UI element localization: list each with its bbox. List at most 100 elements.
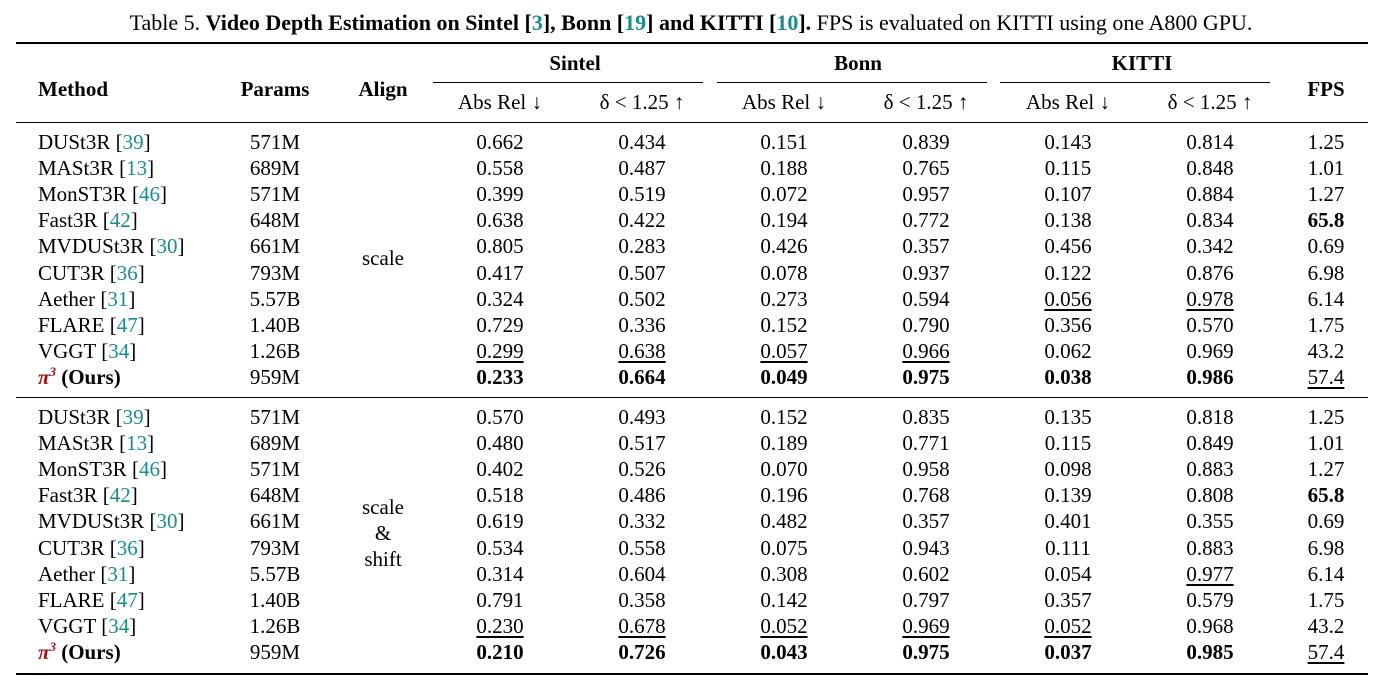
value-cell: 0.189 bbox=[760, 431, 808, 456]
table-row-method: CUT3R [36] bbox=[38, 535, 145, 560]
value-cell: 0.332 bbox=[618, 509, 666, 534]
value-cell: 0.194 bbox=[760, 208, 808, 233]
value-cell: 65.8 bbox=[1307, 208, 1345, 233]
value-cell: 0.768 bbox=[902, 483, 950, 508]
value-cell: 0.558 bbox=[476, 156, 524, 181]
pi3-superscript: 3 bbox=[49, 638, 56, 654]
citation-link[interactable]: 19 bbox=[624, 10, 647, 35]
value-cell: 0.834 bbox=[1186, 208, 1234, 233]
citation-link[interactable]: 30 bbox=[156, 509, 178, 534]
header-params: Params bbox=[240, 77, 310, 101]
value-cell: 0.135 bbox=[1044, 405, 1092, 429]
value-cell: 0.835 bbox=[902, 405, 950, 429]
table-row-method: Aether [31] bbox=[38, 561, 136, 586]
value-cell: 0.507 bbox=[618, 260, 666, 285]
value-cell: 0.791 bbox=[476, 587, 524, 612]
header-abs-rel: Abs Rel ↓ bbox=[458, 90, 542, 114]
value-cell: 0.558 bbox=[618, 535, 666, 560]
caption-title-a: Video Depth Estimation on Sintel [ bbox=[205, 10, 532, 35]
citation-link[interactable]: 34 bbox=[108, 613, 130, 638]
ours-label: (Ours) bbox=[55, 639, 121, 664]
value-cell: 0.493 bbox=[618, 405, 666, 429]
value-cell: 0.771 bbox=[902, 431, 950, 456]
citation-link[interactable]: 34 bbox=[108, 338, 130, 363]
method-name: Fast3R bbox=[38, 208, 103, 233]
header-align: Align bbox=[358, 77, 408, 101]
value-cell: 0.299 bbox=[476, 338, 524, 363]
method-name: DUSt3R bbox=[38, 130, 116, 154]
citation-link[interactable]: 42 bbox=[109, 208, 131, 233]
caption-title-c: ] and KITTI [ bbox=[646, 10, 777, 35]
table-row-method: MASt3R [13] bbox=[38, 156, 155, 181]
value-cell: 0.054 bbox=[1044, 561, 1092, 586]
value-cell: 0.434 bbox=[618, 130, 666, 154]
table-row-method: MASt3R [13] bbox=[38, 431, 155, 456]
value-cell: 0.790 bbox=[902, 312, 950, 337]
value-cell: 0.143 bbox=[1044, 130, 1092, 154]
table-row-method: MVDUSt3R [30] bbox=[38, 234, 185, 259]
value-cell: 1.27 bbox=[1307, 457, 1345, 482]
citation-link[interactable]: 46 bbox=[138, 182, 160, 207]
citation-link[interactable]: 31 bbox=[107, 286, 129, 311]
value-cell: 0.579 bbox=[1186, 587, 1234, 612]
citation-link[interactable]: 13 bbox=[126, 431, 148, 456]
citation-link[interactable]: 3 bbox=[531, 10, 543, 35]
table-row-method: VGGT [34] bbox=[38, 613, 137, 638]
value-cell: 0.966 bbox=[902, 338, 950, 363]
citation-link[interactable]: 46 bbox=[138, 457, 160, 482]
citation-link[interactable]: 30 bbox=[156, 234, 178, 259]
value-cell: 0.839 bbox=[902, 130, 950, 154]
citation-link[interactable]: 31 bbox=[107, 561, 129, 586]
value-cell: 0.107 bbox=[1044, 182, 1092, 207]
value-cell: 0.138 bbox=[1044, 208, 1092, 233]
citation-link[interactable]: 10 bbox=[776, 10, 799, 35]
value-cell: 0.808 bbox=[1186, 483, 1234, 508]
value-cell: 0.594 bbox=[902, 286, 950, 311]
value-cell: 6.14 bbox=[1307, 286, 1345, 311]
header-abs-rel: Abs Rel ↓ bbox=[1026, 90, 1110, 114]
value-cell: 0.401 bbox=[1044, 509, 1092, 534]
citation-link[interactable]: 39 bbox=[122, 130, 144, 154]
citation-link[interactable]: 47 bbox=[116, 587, 138, 612]
header-rule bbox=[16, 122, 1368, 123]
value-cell: 1.25 bbox=[1307, 405, 1345, 429]
citation-link[interactable]: 39 bbox=[122, 405, 144, 429]
value-cell: 0.417 bbox=[476, 260, 524, 285]
value-cell: 0.342 bbox=[1186, 234, 1234, 259]
value-cell: 0.937 bbox=[902, 260, 950, 285]
value-cell: 0.142 bbox=[760, 587, 808, 612]
value-cell: 0.038 bbox=[1044, 364, 1092, 389]
caption-prefix: Table 5. bbox=[129, 10, 206, 35]
value-cell: 0.662 bbox=[476, 130, 524, 154]
value-cell: 1.25 bbox=[1307, 130, 1345, 154]
citation-link[interactable]: 36 bbox=[116, 260, 138, 285]
value-cell: 0.111 bbox=[1045, 535, 1091, 560]
align-label: shift bbox=[364, 546, 402, 571]
value-cell: 0.072 bbox=[760, 182, 808, 207]
citation-link[interactable]: 47 bbox=[116, 312, 138, 337]
value-cell: 0.604 bbox=[618, 561, 666, 586]
table-caption: Table 5. Video Depth Estimation on Sinte… bbox=[0, 8, 1382, 38]
value-cell: 0.480 bbox=[476, 431, 524, 456]
value-cell: 0.570 bbox=[1186, 312, 1234, 337]
value-cell: 0.977 bbox=[1186, 561, 1234, 586]
header-delta: δ < 1.25 ↑ bbox=[883, 90, 969, 114]
value-cell: 0.115 bbox=[1044, 156, 1092, 181]
header-delta: δ < 1.25 ↑ bbox=[1167, 90, 1253, 114]
citation-link[interactable]: 36 bbox=[116, 535, 138, 560]
value-cell: 0.357 bbox=[902, 234, 950, 259]
table-row-method: MonST3R [46] bbox=[38, 457, 167, 482]
group-divider-rule bbox=[16, 397, 1368, 398]
params-cell: 661M bbox=[249, 234, 301, 259]
align-label: & bbox=[374, 520, 392, 545]
value-cell: 0.958 bbox=[902, 457, 950, 482]
value-cell: 0.115 bbox=[1044, 431, 1092, 456]
caption-rest: FPS is evaluated on KITTI using one A800… bbox=[811, 10, 1253, 35]
value-cell: 0.324 bbox=[476, 286, 524, 311]
value-cell: 0.517 bbox=[618, 431, 666, 456]
value-cell: 0.233 bbox=[476, 364, 524, 389]
citation-link[interactable]: 42 bbox=[109, 483, 131, 508]
citation-link[interactable]: 13 bbox=[126, 156, 148, 181]
value-cell: 0.422 bbox=[618, 208, 666, 233]
value-cell: 0.308 bbox=[760, 561, 808, 586]
